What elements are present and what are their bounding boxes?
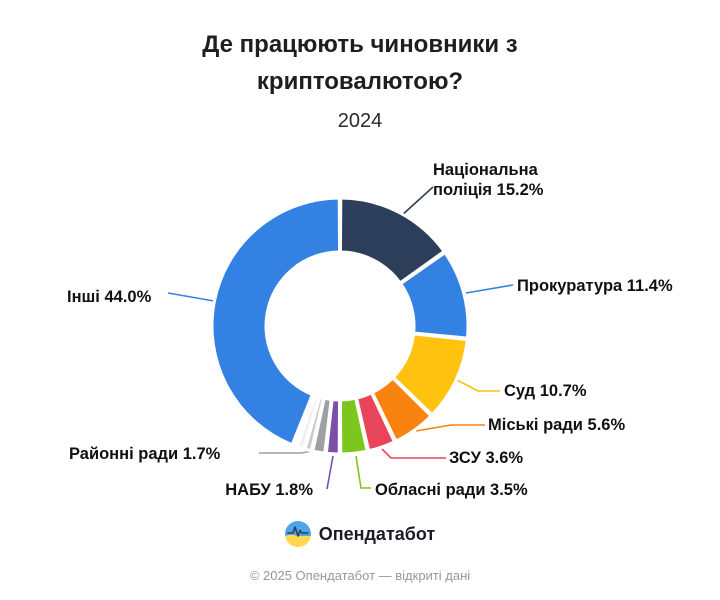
donut-segment-Суд [391,332,469,417]
copyright-text: © 2025 Опендатабот — відкриті дані [249,568,471,583]
leader-line-ЗСУ [381,448,446,459]
leader-line-Прокуратура [465,284,514,294]
leader-line-Інші [167,292,215,302]
leader-lines [167,186,514,490]
donut-segment-Інші [210,196,342,447]
donut-segment-Прокуратура [399,251,470,340]
label-miski-rady: Міські ради 5.6% [488,416,626,434]
chart-year: 2024 [337,110,383,132]
label-inshi: Інші 44.0% [67,288,152,306]
label-zsu: ЗСУ 3.6% [449,449,524,467]
leader-line-НАБУ [326,455,334,490]
label-nabu: НАБУ 1.8% [225,481,313,499]
label-prokuratura: Прокуратура 11.4% [517,277,673,295]
donut-segment-Національна поліція [338,196,446,285]
leader-line-Міські ради [415,424,485,432]
label-sud: Суд 10.7% [504,382,587,400]
label-raionni-rady: Районні ради 1.7% [69,445,221,463]
label-oblasni-rady: Обласні ради 3.5% [375,481,528,499]
brand-name: Опендатабот [318,523,436,544]
brand-footer: Опендатабот [0,519,720,549]
label-natsionalna-politsiya: Національна поліція 15.2% [433,161,544,199]
donut-segments [210,196,470,456]
leader-line-Обласні ради [355,455,371,489]
opendatabot-logo-icon [284,521,311,547]
leader-line-Національна поліція [400,186,434,217]
leader-line-Суд [456,379,500,392]
chart-title: Де працюють чиновники з криптовалютою? [202,31,518,95]
